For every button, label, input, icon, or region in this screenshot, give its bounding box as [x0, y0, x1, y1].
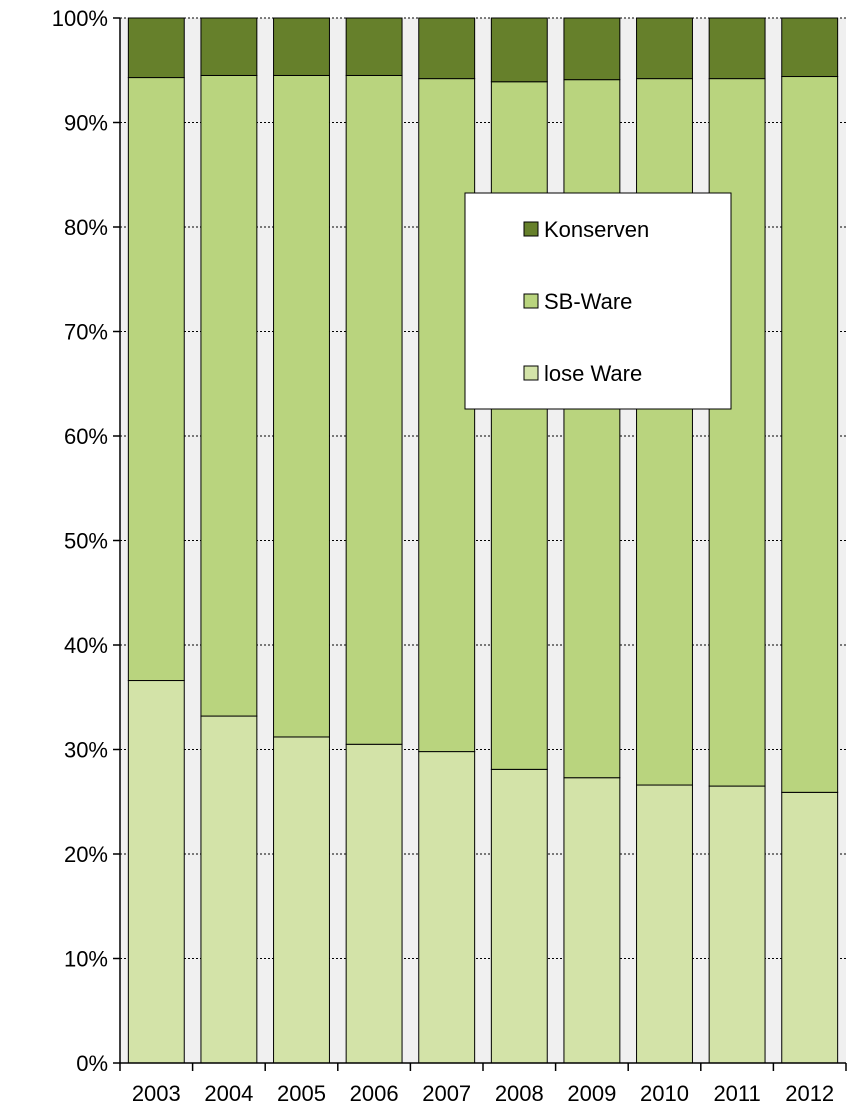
- bar-segment-lose-ware-2011: [708, 785, 766, 1064]
- y-tick-label: 0%: [76, 1051, 108, 1076]
- legend-label: SB-Ware: [544, 289, 632, 314]
- x-tick-label: 2006: [350, 1081, 399, 1106]
- y-tick-label: 50%: [64, 529, 108, 554]
- y-tick-label: 80%: [64, 215, 108, 240]
- bar-segment-konserven-2012: [781, 17, 839, 78]
- bar-segment-lose-ware-2008: [490, 768, 548, 1064]
- bar-segment-lose-ware-2003: [127, 680, 185, 1064]
- legend-swatch: [523, 365, 539, 381]
- x-tick-label: 2003: [132, 1081, 181, 1106]
- legend-swatch: [523, 293, 539, 309]
- bar-segment-sb-ware-2003: [127, 77, 185, 682]
- x-tick-label: 2012: [785, 1081, 834, 1106]
- y-tick-label: 70%: [64, 320, 108, 345]
- x-tick-label: 2004: [204, 1081, 253, 1106]
- bar-segment-sb-ware-2007: [418, 78, 476, 753]
- bar-segment-konserven-2009: [563, 17, 621, 81]
- legend-swatch: [523, 221, 539, 237]
- y-tick-label: 20%: [64, 842, 108, 867]
- bar-segment-sb-ware-2008: [490, 81, 548, 770]
- bar-segment-konserven-2003: [127, 17, 185, 79]
- bar-segment-sb-ware-2010: [636, 78, 693, 786]
- bar-segment-konserven-2008: [490, 17, 548, 83]
- bar-segment-sb-ware-2012: [781, 76, 839, 793]
- x-tick-label: 2008: [495, 1081, 544, 1106]
- x-tick-label: 2007: [422, 1081, 471, 1106]
- y-tick-label: 60%: [64, 424, 108, 449]
- x-tick-label: 2010: [640, 1081, 689, 1106]
- legend-label: Konserven: [544, 217, 649, 242]
- bar-segment-sb-ware-2005: [273, 74, 330, 738]
- bar-segment-konserven-2006: [345, 17, 403, 76]
- bar-segment-konserven-2011: [708, 17, 766, 80]
- y-tick-label: 10%: [64, 947, 108, 972]
- bar-segment-konserven-2010: [636, 17, 693, 80]
- legend-label: lose Ware: [544, 361, 642, 386]
- bar-segment-lose-ware-2006: [345, 743, 403, 1064]
- bar-segment-lose-ware-2010: [636, 784, 693, 1064]
- y-tick-label: 90%: [64, 111, 108, 136]
- bar-segment-lose-ware-2007: [418, 751, 476, 1064]
- y-tick-label: 100%: [52, 6, 108, 31]
- bar-segment-lose-ware-2004: [200, 715, 258, 1064]
- bar-segment-sb-ware-2011: [708, 78, 766, 787]
- bar-segment-konserven-2005: [273, 17, 330, 76]
- y-tick-label: 40%: [64, 633, 108, 658]
- bar-segment-lose-ware-2012: [781, 791, 839, 1064]
- bar-segment-lose-ware-2009: [563, 777, 621, 1064]
- x-tick-label: 2009: [567, 1081, 616, 1106]
- x-tick-label: 2005: [277, 1081, 326, 1106]
- legend-box: [464, 192, 732, 410]
- bar-segment-sb-ware-2006: [345, 74, 403, 745]
- y-tick-label: 30%: [64, 738, 108, 763]
- bar-segment-sb-ware-2004: [200, 74, 258, 717]
- bar-segment-lose-ware-2005: [273, 736, 330, 1064]
- x-tick-label: 2011: [713, 1081, 760, 1106]
- bar-segment-konserven-2007: [418, 17, 476, 80]
- bar-segment-sb-ware-2009: [563, 79, 621, 779]
- bar-segment-konserven-2004: [200, 17, 258, 76]
